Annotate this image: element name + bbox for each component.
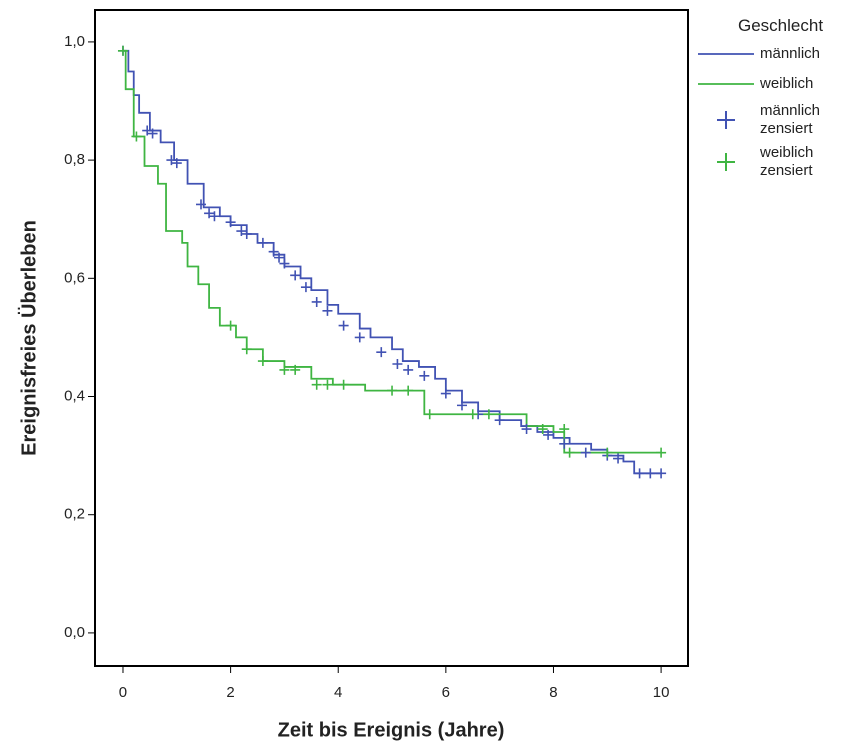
- legend-item: weiblich zensiert: [698, 144, 862, 180]
- censor-mark: [338, 320, 349, 331]
- censor-mark: [419, 370, 430, 381]
- censor-mark: [387, 385, 398, 396]
- censor-mark: [171, 158, 182, 169]
- censor-mark: [403, 385, 414, 396]
- y-tick-label: 0,2: [64, 506, 85, 523]
- censor-mark: [543, 429, 554, 440]
- censor-mark: [241, 228, 252, 239]
- legend-swatch: [717, 153, 735, 171]
- y-tick-label: 0,6: [64, 269, 85, 286]
- censor-mark: [467, 409, 478, 420]
- x-tick-label: 0: [119, 684, 127, 701]
- censor-mark: [322, 305, 333, 316]
- censor-mark: [602, 447, 613, 458]
- censor-mark: [537, 424, 548, 435]
- legend-item: weiblich: [698, 72, 862, 96]
- censor-mark: [559, 424, 570, 435]
- censor-mark: [521, 424, 532, 435]
- y-tick-label: 0,4: [64, 387, 85, 404]
- legend-item: männlich zensiert: [698, 102, 862, 138]
- x-axis-label: Zeit bis Ereignis (Jahre): [278, 719, 505, 741]
- censor-mark: [241, 344, 252, 355]
- censor-mark: [131, 131, 142, 142]
- censor-mark: [440, 388, 451, 399]
- censor-mark: [142, 125, 153, 136]
- censor-mark: [290, 364, 301, 375]
- censor-mark: [147, 128, 158, 139]
- censor-mark: [424, 409, 435, 420]
- censor-mark: [494, 415, 505, 426]
- censor-mark: [311, 379, 322, 390]
- x-tick-label: 6: [442, 684, 450, 701]
- censor-mark: [225, 320, 236, 331]
- censor-mark: [656, 447, 667, 458]
- censor-mark: [376, 347, 387, 358]
- x-tick-label: 4: [334, 684, 342, 701]
- censor-mark: [645, 468, 656, 479]
- censor-mark: [456, 400, 467, 411]
- censor-mark: [559, 438, 570, 449]
- x-tick-label: 2: [226, 684, 234, 701]
- x-tick-label: 10: [653, 684, 670, 701]
- censor-mark: [257, 237, 268, 248]
- censor-mark: [392, 359, 403, 370]
- censor-mark: [613, 453, 624, 464]
- y-tick-label: 0,0: [64, 624, 85, 641]
- legend-label: weiblich zensiert: [760, 144, 814, 179]
- censor-mark: [403, 364, 414, 375]
- legend-item: männlich: [698, 42, 862, 66]
- legend-swatch: [717, 111, 735, 129]
- censor-mark: [290, 270, 301, 281]
- y-tick-label: 0,8: [64, 151, 85, 168]
- censor-mark: [656, 468, 667, 479]
- censor-mark: [338, 379, 349, 390]
- censor-mark: [279, 258, 290, 269]
- legend-label: weiblich: [760, 75, 814, 92]
- censor-mark: [311, 296, 322, 307]
- x-tick-label: 8: [549, 684, 557, 701]
- censor-mark: [257, 356, 268, 367]
- censor-mark: [236, 226, 247, 237]
- censor-mark: [225, 217, 236, 228]
- plot-frame: [94, 9, 689, 667]
- y-tick-label: 1,0: [64, 33, 85, 50]
- censor-mark: [204, 208, 215, 219]
- censor-mark: [300, 282, 311, 293]
- censor-mark: [483, 409, 494, 420]
- legend: Geschlecht männlich weiblich männlich zens…: [698, 16, 862, 186]
- censor-mark: [117, 45, 128, 56]
- censor-mark: [279, 364, 290, 375]
- legend-title: Geschlecht: [738, 16, 824, 35]
- y-axis-label: Ereignisfreies Überleben: [17, 220, 40, 456]
- censor-mark: [634, 468, 645, 479]
- legend-swatch: [698, 53, 754, 55]
- legend-swatch: [698, 83, 754, 85]
- survival-line: [122, 49, 662, 475]
- censor-mark: [322, 379, 333, 390]
- censor-mark: [196, 199, 207, 210]
- censor-mark: [268, 246, 279, 257]
- censor-mark: [564, 447, 575, 458]
- survival-line: [122, 49, 662, 454]
- censor-mark: [209, 211, 220, 222]
- censor-mark: [354, 332, 365, 343]
- censor-mark: [580, 447, 591, 458]
- censor-mark: [166, 155, 177, 166]
- legend-label: männlich: [760, 45, 821, 62]
- legend-label: männlich zensiert: [760, 102, 821, 137]
- legend-symbol: [717, 111, 735, 129]
- censor-mark: [274, 252, 285, 263]
- legend-symbol: [717, 153, 735, 171]
